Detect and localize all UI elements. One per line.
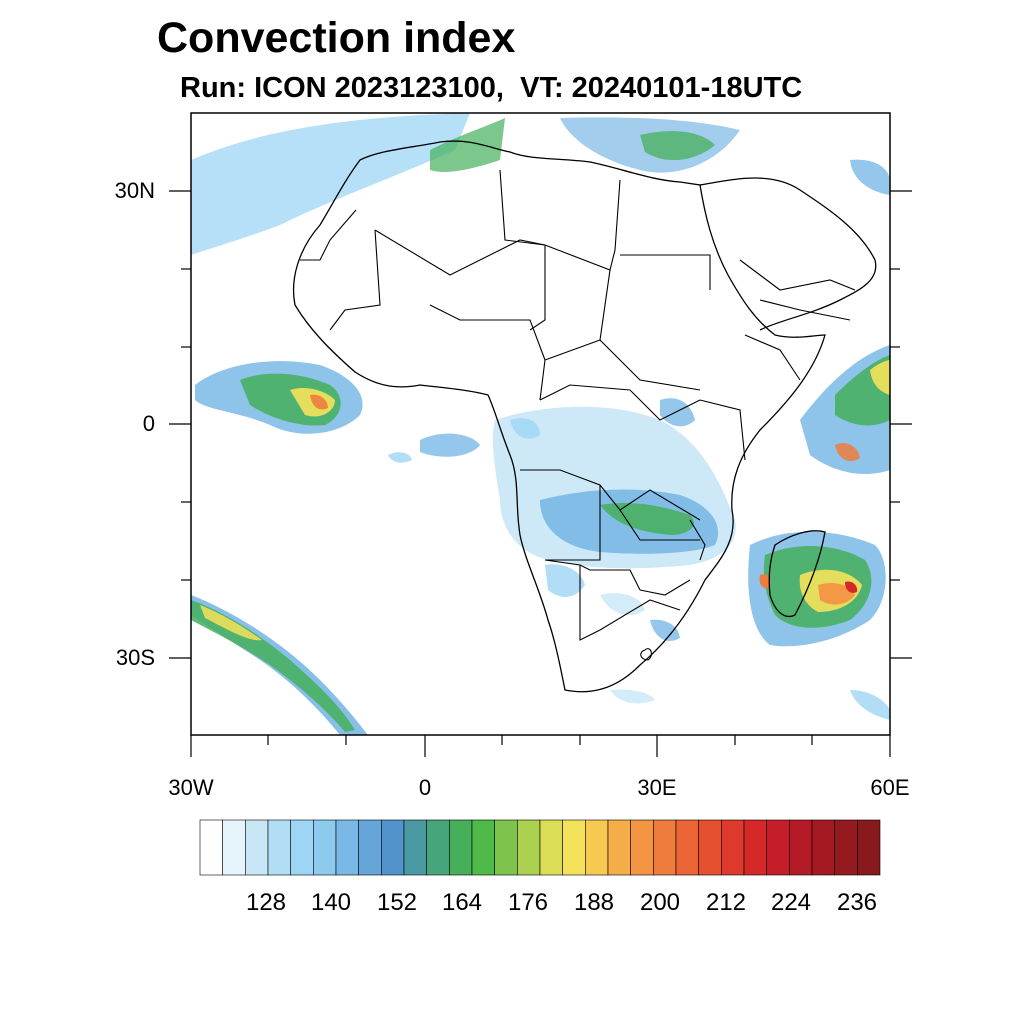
colorbar-swatch [313, 819, 337, 876]
colorbar-label: 224 [770, 889, 812, 916]
colorbar-swatch [335, 819, 359, 876]
lon-label-0: 0 [418, 775, 432, 800]
colorbar-label: 200 [639, 889, 681, 916]
colorbar-swatch [222, 819, 246, 876]
lat-label-30n: 30N [114, 178, 155, 203]
map-area [191, 113, 890, 735]
colorbar-label: 188 [573, 889, 615, 916]
colorbar-swatch [743, 819, 767, 876]
colorbar-label: 236 [836, 889, 878, 916]
colorbar-label: 140 [310, 889, 352, 916]
colorbar-label: 212 [705, 889, 747, 916]
colorbar-swatch [834, 819, 858, 876]
coastlines [292, 140, 877, 693]
colorbar-swatch [381, 819, 405, 876]
colorbar-swatch [245, 819, 269, 876]
lon-label-30w: 30W [168, 775, 214, 800]
colorbar-swatch [494, 819, 518, 876]
lat-label-30s: 30S [115, 645, 155, 670]
colorbar-swatch [698, 819, 722, 876]
convection-field [191, 113, 890, 735]
colorbar-swatch [471, 819, 495, 876]
colorbar-swatch [585, 819, 609, 876]
colorbar-swatch [721, 819, 745, 876]
colorbar-swatch [562, 819, 586, 876]
colorbar-swatch [630, 819, 654, 876]
colorbar-swatch [789, 819, 813, 876]
colorbar-swatch [449, 819, 473, 876]
colorbar-swatch [426, 819, 450, 876]
lon-label-30e: 30E [637, 775, 677, 800]
colorbar-label: 128 [245, 889, 287, 916]
lat-label-0: 0 [142, 411, 155, 436]
colorbar-swatch [607, 819, 631, 876]
colorbar-swatch [290, 819, 314, 876]
colorbar-swatch [358, 819, 382, 876]
colorbar-swatch [517, 819, 541, 876]
colorbar-label: 176 [507, 889, 549, 916]
chart-subtitle: Run: ICON 2023123100, VT: 20240101-18UTC [180, 72, 803, 104]
colorbar-swatch [199, 819, 223, 876]
lon-label-60e: 60E [870, 775, 910, 800]
chart-title: Convection index [157, 14, 516, 62]
colorbar-swatch [675, 819, 699, 876]
colorbar-swatch [766, 819, 790, 876]
colorbar-label: 164 [441, 889, 483, 916]
colorbar-swatch [857, 819, 881, 876]
colorbar-swatch [403, 819, 427, 876]
colorbar-swatch [539, 819, 563, 876]
colorbar-swatch [653, 819, 677, 876]
colorbar-label: 152 [376, 889, 418, 916]
axis-ticks [169, 190, 912, 757]
country-borders [300, 169, 856, 661]
colorbar-swatch [811, 819, 835, 876]
colorbar-swatch [267, 819, 291, 876]
colorbar [199, 819, 881, 876]
